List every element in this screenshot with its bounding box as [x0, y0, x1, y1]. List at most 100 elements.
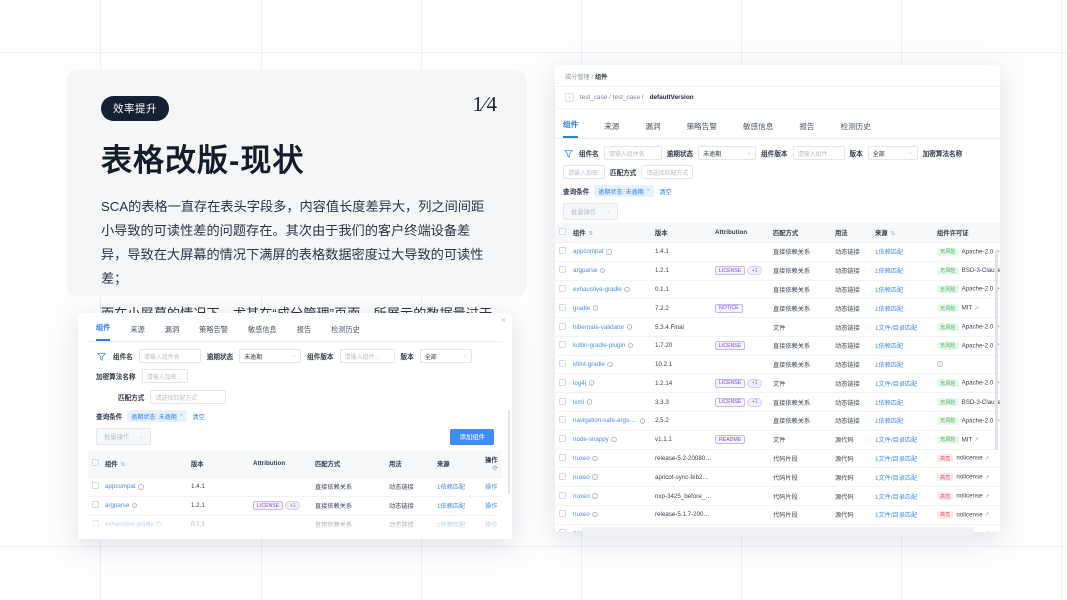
condition-chip-overdue-lg[interactable]: 逾期状态: 未逾期 × [594, 185, 655, 197]
source-link[interactable]: 1依赖匹配 [875, 418, 904, 426]
source-link[interactable]: 1文件/目录匹配 [875, 380, 918, 388]
table-row[interactable]: nuxeo i apricot-sync-feb2… 代码片段 源代码 1文件/目录匹配 高… [555, 467, 1000, 488]
source-link[interactable]: 1依赖匹配 [875, 286, 904, 294]
table-row[interactable]: gradle i 7.2.2 NOTICE 直接依赖关系 动态链接 1依赖匹配 无风险 MIT ↗ [555, 298, 1000, 319]
info-icon[interactable]: i [611, 436, 617, 443]
table-row[interactable]: node-snappy i v1.1.1 README 文件 源代码 1文件/目录匹配 无风险… [555, 430, 1000, 450]
component-name-link[interactable]: lxml [573, 398, 584, 406]
reload-icon[interactable]: ⟳ [492, 465, 498, 472]
row-checkbox[interactable] [559, 322, 566, 330]
source-link[interactable]: 1文件/目录匹配 [875, 474, 918, 482]
row-checkbox[interactable] [559, 453, 566, 461]
attribution-more-tag[interactable]: +1 [747, 397, 763, 407]
external-link-icon[interactable]: ↗ [985, 531, 990, 532]
component-name-link[interactable]: navigation-safe-args-… [573, 417, 638, 425]
table-row[interactable]: log4j i 1.2.14 LICENSE +1 文件 动态链接 1文件/目录匹配 无风险 Ap… [555, 373, 1000, 394]
source-link[interactable]: 1依赖匹配 [875, 305, 904, 313]
source-link[interactable]: 1文件/目录匹配 [875, 512, 918, 520]
tab-policy-alerts-large[interactable]: 策略告警 [686, 122, 717, 131]
select-all-checkbox-lg[interactable] [559, 228, 566, 235]
table-row[interactable]: hibernate-validator i 5.3.4.Final 文件 动态链接 1文件… [555, 317, 1000, 337]
tab-components[interactable]: 组件 [96, 323, 111, 341]
table-row[interactable]: exhaustive-gradle i 0.1.1 直接依赖关系 动态链接 1依赖匹配 无风… [555, 280, 1000, 300]
row-checkbox[interactable] [559, 247, 566, 255]
tab-vulns-large[interactable]: 漏洞 [645, 122, 661, 131]
table-row[interactable]: argparse i 1.2.1 LICENSE +1 直接依赖关系 动态链接 1依赖匹配 操作… [88, 496, 502, 516]
info-icon[interactable]: i [592, 455, 598, 461]
filter-input-version-lg[interactable]: 请输入组件... [792, 146, 845, 160]
tab-policy-alerts[interactable]: 策略告警 [199, 325, 228, 334]
info-icon[interactable]: i [131, 502, 138, 509]
row-action-button[interactable]: 操作 [485, 503, 498, 511]
table-row[interactable]: ktlint-gradle i 10.2.1 直接依赖关系 动态链接 1依赖匹配 i [555, 355, 1000, 375]
scrollbar-vertical-small[interactable] [508, 409, 510, 495]
row-action-button[interactable]: 操作 [485, 521, 498, 529]
row-checkbox[interactable] [559, 472, 566, 480]
tab-sources-large[interactable]: 来源 [604, 122, 620, 131]
info-icon[interactable]: i [607, 361, 613, 367]
attribution-more-tag[interactable]: +1 [747, 378, 763, 388]
info-icon[interactable]: i [588, 380, 595, 386]
component-name-link[interactable]: appcompat [573, 248, 604, 256]
component-name-link[interactable]: exhaustive-gradle [573, 285, 622, 293]
source-link[interactable]: 1文件/目录匹配 [875, 493, 918, 501]
info-icon[interactable]: i [639, 418, 646, 424]
tab-reports[interactable]: 报告 [296, 325, 312, 334]
external-link-icon[interactable]: ↗ [995, 287, 1000, 294]
filter-icon[interactable] [96, 351, 107, 362]
row-checkbox[interactable] [559, 284, 566, 292]
filter-icon[interactable] [563, 148, 574, 159]
info-icon[interactable]: i [156, 521, 162, 527]
attribution-more-tag[interactable]: +1 [285, 501, 301, 511]
chevron-left-icon[interactable]: ‹ [565, 93, 574, 102]
table-row[interactable]: nuxeo i release-5.2-20080… 代码片段 源代码 1文件/目录匹配 高… [555, 449, 1000, 469]
component-name-link[interactable]: argparse [105, 502, 130, 510]
component-name-link[interactable]: node-snappy [573, 436, 609, 444]
filter-input-version[interactable]: 请输入组件... [339, 349, 395, 363]
bulk-action-button-lg[interactable]: 批量操作 ⌄ [563, 203, 619, 220]
info-icon[interactable]: i [138, 484, 144, 490]
tab-scan-history[interactable]: 检测历史 [331, 325, 360, 334]
component-name-link[interactable]: exhaustive-gradle [105, 520, 154, 528]
info-icon[interactable]: i [599, 267, 606, 274]
info-icon[interactable]: i [592, 493, 598, 499]
source-link[interactable]: 1依赖匹配 [875, 249, 904, 257]
external-link-icon[interactable]: ↗ [984, 456, 990, 463]
filter-input-match-lg[interactable]: 请选择匹配方式 [641, 165, 694, 179]
tab-vulns[interactable]: 漏洞 [164, 325, 180, 334]
external-link-icon[interactable]: ↗ [995, 418, 1000, 425]
source-link[interactable]: 1文件/目录匹配 [875, 324, 918, 332]
component-name-link[interactable]: argparse [573, 267, 598, 275]
filter-select-overdue-lg[interactable]: 未逾期 ⌄ [698, 146, 757, 160]
source-link[interactable]: 1依赖匹配 [437, 521, 466, 529]
row-checkbox[interactable] [92, 501, 99, 509]
clear-conditions-button-lg[interactable]: 清空 [659, 188, 672, 196]
info-icon[interactable]: i [626, 324, 633, 330]
table-row[interactable]: exhaustive-gradle i 0.1.1 直接依赖关系 动态链接 1依赖匹配 操作… [88, 515, 502, 535]
component-name-link[interactable]: kotlin-gradle-plugin [573, 342, 626, 350]
row-checkbox[interactable] [92, 519, 99, 527]
tab-sources[interactable]: 来源 [130, 325, 145, 334]
component-name-link[interactable]: log4j [573, 379, 587, 387]
clear-conditions-button[interactable]: 清空 [192, 413, 205, 421]
row-action-button[interactable]: 操作 [485, 484, 498, 492]
component-name-link[interactable]: ktlint-gradle [573, 361, 605, 369]
filter-input-match[interactable]: 请选择匹配方式 [150, 390, 227, 404]
component-name-link[interactable]: gradle [573, 304, 591, 312]
tab-sensitive[interactable]: 敏感信息 [247, 325, 277, 334]
row-checkbox[interactable] [559, 510, 566, 518]
filter-input-name-lg[interactable]: 请输入组件名 [603, 146, 662, 160]
tab-scan-history-large[interactable]: 检测历史 [840, 122, 871, 131]
component-name-link[interactable]: appcompat [105, 483, 136, 491]
condition-chip-overdue[interactable]: 逾期状态: 未逾期 × [127, 410, 188, 422]
scrollbar-vertical-large[interactable] [995, 250, 998, 450]
table-row[interactable]: nuxeo i release-5.1.7-200… 代码片段 源代码 1文件/目录匹配 高… [555, 505, 1000, 525]
external-link-icon[interactable]: ↗ [995, 381, 1000, 387]
info-icon[interactable]: i [624, 286, 630, 292]
component-name-link[interactable]: nuxeo [573, 511, 590, 519]
row-checkbox[interactable] [559, 360, 566, 368]
info-icon[interactable]: i [606, 249, 612, 255]
filter-select-ver-lg[interactable]: 全部 ⌄ [867, 146, 918, 160]
